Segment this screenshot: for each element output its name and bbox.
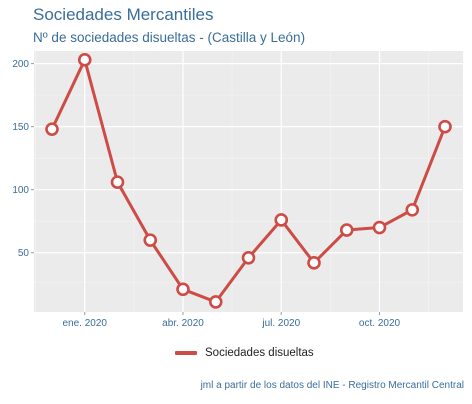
- data-point: [405, 203, 420, 217]
- y-tick-label: 100: [12, 185, 29, 196]
- data-point: [241, 250, 256, 265]
- chart-subtitle: Nº de sociedades disueltas - (Castilla y…: [33, 30, 306, 45]
- data-point: [307, 256, 321, 270]
- data-point: [45, 122, 59, 136]
- data-point: [143, 233, 158, 247]
- data-point: [339, 223, 354, 237]
- y-tick-label: 150: [12, 122, 29, 133]
- chart-title: Sociedades Mercantiles: [33, 5, 214, 24]
- data-point: [274, 213, 289, 227]
- data-point: [438, 119, 452, 134]
- x-tick-label: jul. 2020: [261, 318, 300, 329]
- legend-label: Sociedades disueltas: [205, 347, 314, 359]
- x-tick-label: oct. 2020: [359, 318, 401, 329]
- x-tick-label: abr. 2020: [162, 318, 204, 329]
- plot-panel: [34, 51, 463, 312]
- data-point: [176, 282, 190, 297]
- data-point: [77, 53, 92, 67]
- data-point: [372, 220, 387, 235]
- y-tick-label: 50: [18, 248, 30, 259]
- data-point: [110, 175, 125, 189]
- legend-line-swatch: [175, 351, 197, 355]
- data-point: [208, 295, 223, 309]
- x-tick-label: ene. 2020: [63, 318, 108, 329]
- y-tick-label: 200: [12, 59, 29, 70]
- source-caption: jml a partir de los datos del INE - Regi…: [200, 380, 464, 391]
- legend: Sociedades disueltas: [175, 347, 314, 359]
